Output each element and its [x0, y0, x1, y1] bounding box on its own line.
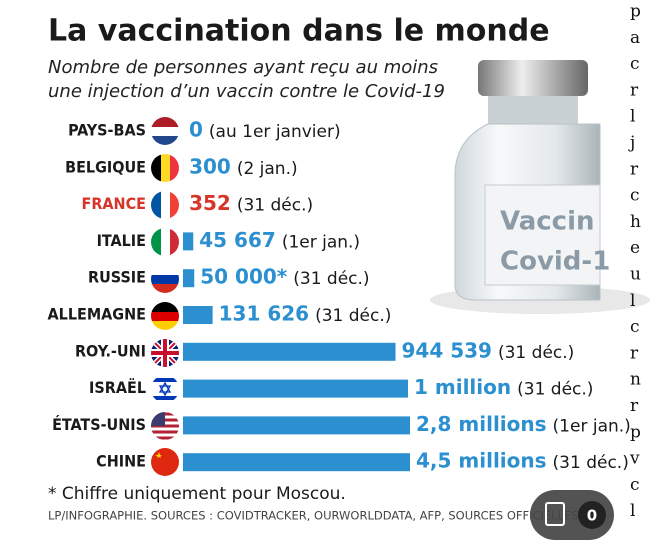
bar [183, 453, 410, 472]
bar [183, 416, 410, 435]
category-label: ISRAËL [89, 378, 146, 397]
side-column-letter: c [630, 317, 640, 337]
chart-title: La vaccination dans le monde [48, 14, 550, 49]
category-label: PAYS-BAS [68, 121, 146, 140]
icon [545, 502, 565, 526]
side-column-letter: p [630, 422, 641, 442]
side-column-letter: c [630, 54, 640, 74]
value-label: 352 [189, 191, 231, 215]
date-note: (31 déc.) [315, 306, 391, 326]
source: LP/INFOGRAPHIE. SOURCES : COVIDTRACKER, … [48, 509, 579, 523]
date-note: (2 jan.) [237, 159, 298, 179]
side-column-letter: p [630, 2, 641, 22]
date-note: (31 déc.) [237, 196, 313, 216]
value-label: 4,5 millions [416, 449, 547, 473]
side-column-letter: n [630, 370, 641, 390]
category-label: BELGIQUE [65, 157, 146, 176]
category-label: CHINE [96, 452, 146, 471]
side-column-letter: r [630, 159, 639, 179]
side-column-letter: c [630, 186, 640, 206]
category-label: ITALIE [97, 231, 146, 250]
footnote: * Chiffre uniquement pour Moscou. [48, 484, 346, 504]
date-note: (31 déc.) [498, 343, 574, 363]
value-label: 131 626 [219, 302, 309, 326]
date-note: (31 déc.) [293, 269, 369, 289]
side-column-letter: u [630, 265, 641, 285]
vial-label: Covid-1 [500, 247, 610, 277]
category-label: ALLEMAGNE [48, 305, 146, 324]
vial-label: Vaccin [500, 207, 595, 237]
category-label: ÉTATS-UNIS [52, 415, 146, 434]
value-label: 1 million [414, 375, 511, 399]
date-note: (31 déc.) [553, 453, 629, 473]
side-column-letter: e [630, 238, 640, 258]
date-note: (1er jan.) [282, 232, 360, 252]
bar [183, 342, 396, 361]
side-column-letter: r [630, 343, 639, 363]
side-column-letter: l [630, 107, 635, 127]
side-column-letter: l [630, 501, 635, 521]
bar [183, 232, 194, 251]
side-column-letter: j [628, 133, 635, 153]
date-note: (1er jan.) [553, 416, 631, 436]
side-column-letter: r [630, 80, 639, 100]
category-label: RUSSIE [88, 268, 146, 287]
comment-button[interactable]: 0 [530, 490, 614, 540]
value-label: 300 [189, 154, 231, 178]
bar [183, 269, 195, 288]
badge: 0 [587, 507, 597, 525]
side-column-letter: a [630, 28, 640, 48]
badge-bg [578, 501, 606, 529]
value-label: 2,8 millions [416, 412, 547, 436]
value-label: 0 [189, 118, 203, 142]
bar [183, 306, 213, 324]
category-label: ROY.-UNI [75, 341, 146, 360]
side-column-letter: h [630, 212, 641, 232]
bar [183, 379, 408, 398]
date-note: (31 déc.) [517, 380, 593, 400]
category-label: FRANCE [81, 194, 146, 213]
date-note: (au 1er janvier) [209, 122, 341, 142]
side-column-letter: l [630, 291, 635, 311]
subtitle: Nombre de personnes ayant reçu au moins [48, 57, 438, 78]
side-column-letter: v [629, 449, 640, 469]
vaccine-vial: Vaccin Covid-1 [430, 60, 650, 314]
flags [151, 117, 179, 476]
bars [183, 158, 410, 472]
subtitle: une injection d’un vaccin contre le Covi… [48, 81, 445, 102]
side-column-letter: c [630, 475, 640, 495]
value-label: 45 667 [199, 228, 276, 252]
value-label: 944 539 [402, 338, 492, 362]
value-label: 50 000* [200, 265, 288, 289]
side-column-letter: r [630, 396, 639, 416]
